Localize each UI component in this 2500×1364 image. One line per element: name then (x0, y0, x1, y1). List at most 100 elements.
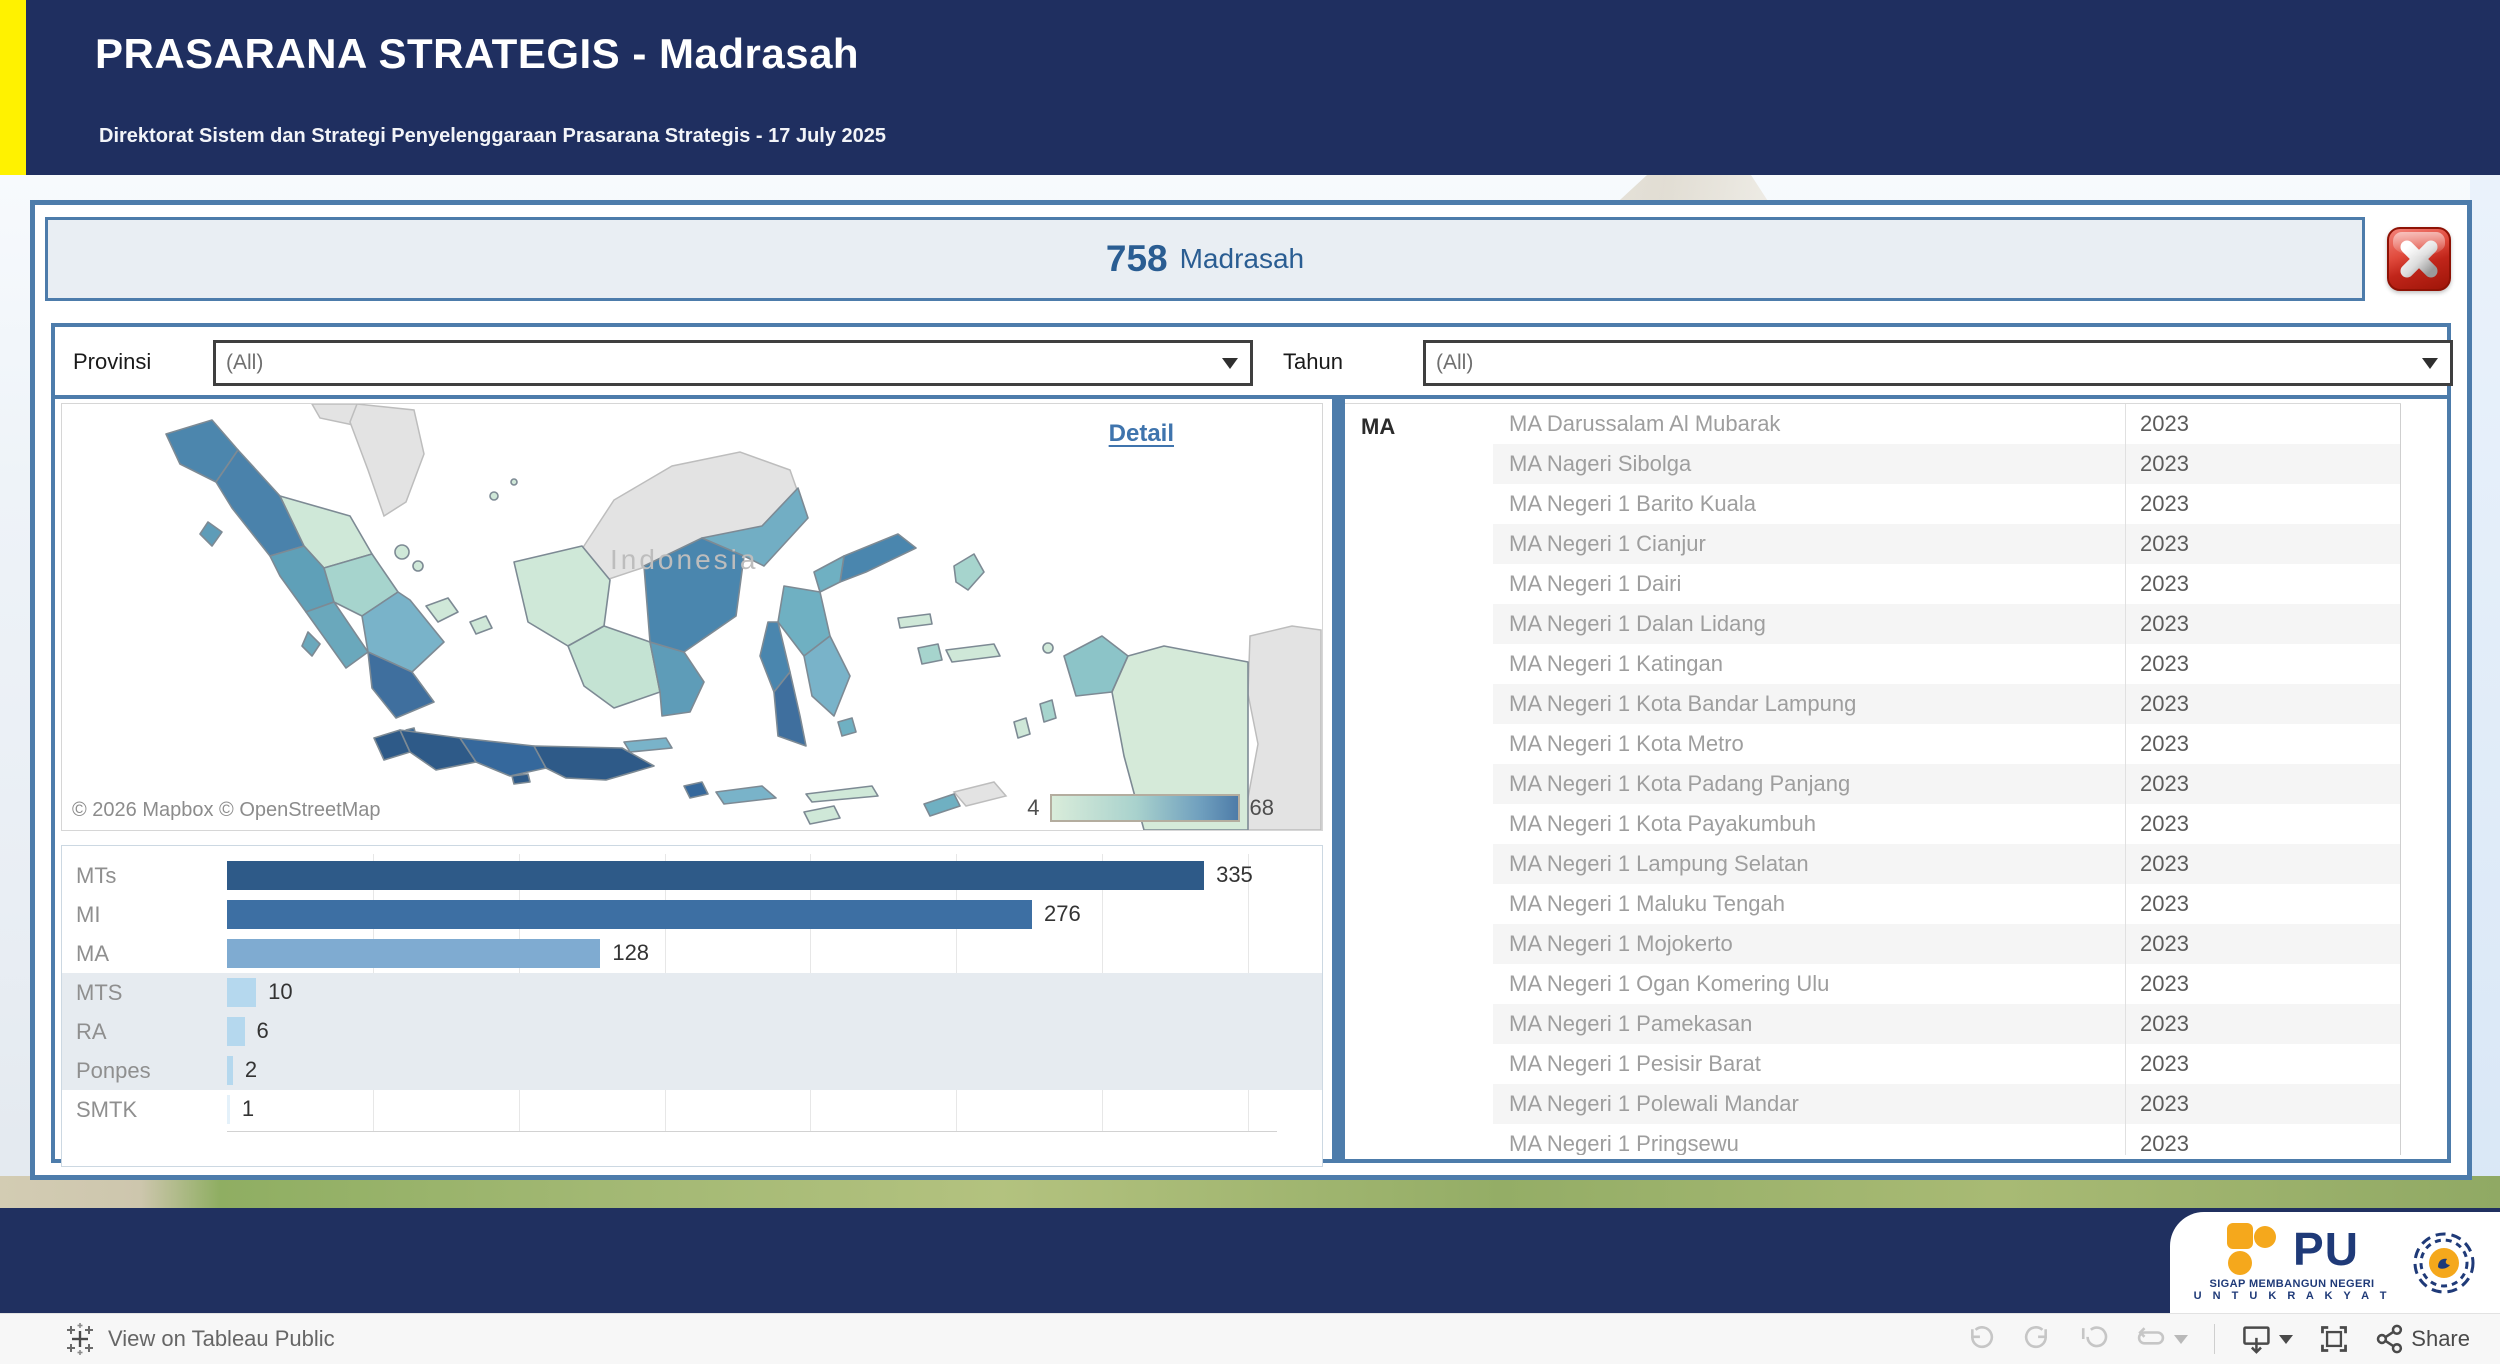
download-icon (2243, 1326, 2270, 1354)
refresh-button[interactable] (2134, 1326, 2189, 1352)
table-row[interactable]: MA Negeri 1 Pamekasan 2023 (1493, 1004, 2400, 1044)
tahun-filter-dropdown[interactable]: (All) (1423, 340, 2453, 386)
year-cell: 2023 (2125, 884, 2400, 924)
share-label: Share (2411, 1326, 2470, 1351)
reset-button[interactable] (2078, 1326, 2108, 1352)
madrasah-name-cell: MA Negeri 1 Dalan Lidang (1509, 611, 1766, 636)
download-button[interactable] (2241, 1324, 2294, 1354)
modal-header-row: 758 Madrasah (45, 213, 2457, 309)
bar-row-MA: MA 128 (62, 934, 1322, 973)
indonesia-choropleth-map[interactable] (62, 404, 1322, 830)
madrasah-name-cell: MA Darussalam Al Mubarak (1509, 411, 1781, 436)
table-row[interactable]: MA Negeri 1 Katingan 2023 (1493, 644, 2400, 684)
chart-axis-line (227, 1131, 1277, 1132)
table-row[interactable]: MA Negeri 1 Lampung Selatan 2023 (1493, 844, 2400, 884)
pu-tagline-1: SIGAP MEMBANGUN NEGERI (2209, 1278, 2375, 1290)
year-cell: 2023 (2125, 604, 2400, 644)
year-cell: 2023 (2125, 564, 2400, 604)
year-cell: 2023 (2125, 404, 2400, 444)
year-cell: 2023 (2125, 1004, 2400, 1044)
year-cell: 2023 (2125, 804, 2400, 844)
bar-track: 6 (227, 1012, 1277, 1051)
bar-category-label: MTS (76, 979, 123, 1005)
bar-mark[interactable] (227, 861, 1205, 890)
tahun-filter-value: (All) (1436, 351, 1474, 374)
madrasah-name-cell: MA Negeri 1 Dairi (1509, 571, 1682, 596)
table-row[interactable]: MA Negeri 1 Polewali Mandar 2023 (1493, 1084, 2400, 1124)
refresh-icon (2138, 1327, 2165, 1345)
madrasah-name-cell: MA Negeri 1 Pesisir Barat (1509, 1051, 1761, 1076)
bar-chart-panel: MTs 335 MI 276 MA 128 MTS 10 RA 6 Ponpes 2 SMTK 1 (61, 845, 1323, 1167)
country-label: Indonesia (610, 544, 759, 575)
madrasah-name-cell: MA Nageri Sibolga (1509, 451, 1692, 476)
bar-category-label: SMTK (76, 1096, 138, 1122)
bar-track: 128 (227, 934, 1277, 973)
bar-mark[interactable] (227, 939, 601, 968)
table-row[interactable]: MA Negeri 1 Maluku Tengah 2023 (1493, 884, 2400, 924)
table-row[interactable]: MA Negeri 1 Barito Kuala 2023 (1493, 484, 2400, 524)
year-cell: 2023 (2125, 844, 2400, 884)
fullscreen-icon (2321, 1326, 2348, 1352)
tableau-toolbar: View on Tableau Public (0, 1313, 2500, 1364)
table-row[interactable]: MA Negeri 1 Kota Metro 2023 (1493, 724, 2400, 764)
refresh-caret-icon (2174, 1334, 2189, 1344)
bar-value-label: 10 (268, 979, 293, 1004)
bar-mark[interactable] (227, 900, 1032, 929)
fullscreen-button[interactable] (2319, 1324, 2349, 1354)
download-caret-icon (2279, 1334, 2294, 1344)
table-row[interactable]: MA Negeri 1 Kota Padang Panjang 2023 (1493, 764, 2400, 804)
madrasah-name-cell: MA Negeri 1 Ogan Komering Ulu (1509, 971, 1830, 996)
year-cell: 2023 (2125, 964, 2400, 1004)
bar-mark[interactable] (227, 978, 257, 1007)
chevron-down-icon (2422, 357, 2438, 369)
table-row[interactable]: MA Negeri 1 Pringsewu 2023 (1493, 1124, 2400, 1155)
provinsi-filter-dropdown[interactable]: (All) (213, 340, 1253, 386)
modal-content-frame: Provinsi (All) Tahun (All) (51, 323, 2453, 1167)
bar-category-label: Ponpes (76, 1057, 151, 1083)
table-row[interactable]: MA Negeri 1 Kota Payakumbuh 2023 (1493, 804, 2400, 844)
page-subtitle: Direktorat Sistem dan Strategi Penyeleng… (99, 125, 887, 147)
bar-value-label: 6 (256, 1018, 269, 1043)
table-row[interactable]: MA Negeri 1 Ogan Komering Ulu 2023 (1493, 964, 2400, 1004)
table-row[interactable]: MA Negeri 1 Pesisir Barat 2023 (1493, 1044, 2400, 1084)
year-cell: 2023 (2125, 484, 2400, 524)
map-attribution: © 2026 Mapbox © OpenStreetMap (62, 795, 391, 826)
table-row[interactable]: MA Darussalam Al Mubarak 2023 (1493, 404, 2400, 444)
yellow-accent-strip (0, 0, 26, 175)
bar-mark[interactable] (227, 1017, 245, 1046)
madrasah-table: MA MA Darussalam Al Mubarak 2023 MA Nageri… (1345, 403, 2401, 1155)
detail-link[interactable]: Detail (1108, 420, 1174, 447)
bar-row-MI: MI 276 (62, 895, 1322, 934)
madrasah-name-cell: MA Negeri 1 Kota Payakumbuh (1509, 811, 1816, 836)
bar-row-MTs: MTs 335 (62, 856, 1322, 895)
redo-button[interactable] (2022, 1326, 2052, 1352)
madrasah-name-cell: MA Negeri 1 Cianjur (1509, 531, 1706, 556)
tahun-filter-label: Tahun (1283, 349, 1343, 374)
bar-category-label: MTs (76, 862, 117, 888)
year-cell: 2023 (2125, 644, 2400, 684)
view-on-tableau-public-link[interactable]: View on Tableau Public (108, 1326, 335, 1351)
close-button[interactable] (2387, 227, 2451, 291)
share-icon (2377, 1324, 2403, 1354)
share-button[interactable]: Share (2375, 1324, 2470, 1354)
bar-mark[interactable] (227, 1056, 233, 1085)
bar-mark[interactable] (227, 1095, 230, 1124)
madrasah-count-unit: Madrasah (1179, 243, 1305, 274)
year-cell: 2023 (2125, 524, 2400, 564)
bar-row-MTS: MTS 10 (62, 973, 1322, 1012)
madrasah-name-cell: MA Negeri 1 Lampung Selatan (1509, 851, 1809, 876)
table-row[interactable]: MA Nageri Sibolga 2023 (1493, 444, 2400, 484)
pu-round-badge-icon (2413, 1232, 2475, 1293)
table-row[interactable]: MA Negeri 1 Kota Bandar Lampung 2023 (1493, 684, 2400, 724)
chevron-down-icon (1222, 357, 1238, 369)
left-column: Indonesia Detail © 2026 Mapbox © OpenStr… (55, 399, 1332, 1167)
table-row[interactable]: MA Negeri 1 Cianjur 2023 (1493, 524, 2400, 564)
background-grass-strip (0, 1176, 2500, 1208)
table-row[interactable]: MA Negeri 1 Dairi 2023 (1493, 564, 2400, 604)
undo-button[interactable] (1966, 1326, 1996, 1352)
pu-logo: PU SIGAP MEMBANGUN NEGERI U N T U K R A … (2194, 1223, 2391, 1302)
table-row[interactable]: MA Negeri 1 Dalan Lidang 2023 (1493, 604, 2400, 644)
undo-icon (1971, 1326, 1994, 1349)
table-row[interactable]: MA Negeri 1 Mojokerto 2023 (1493, 924, 2400, 964)
